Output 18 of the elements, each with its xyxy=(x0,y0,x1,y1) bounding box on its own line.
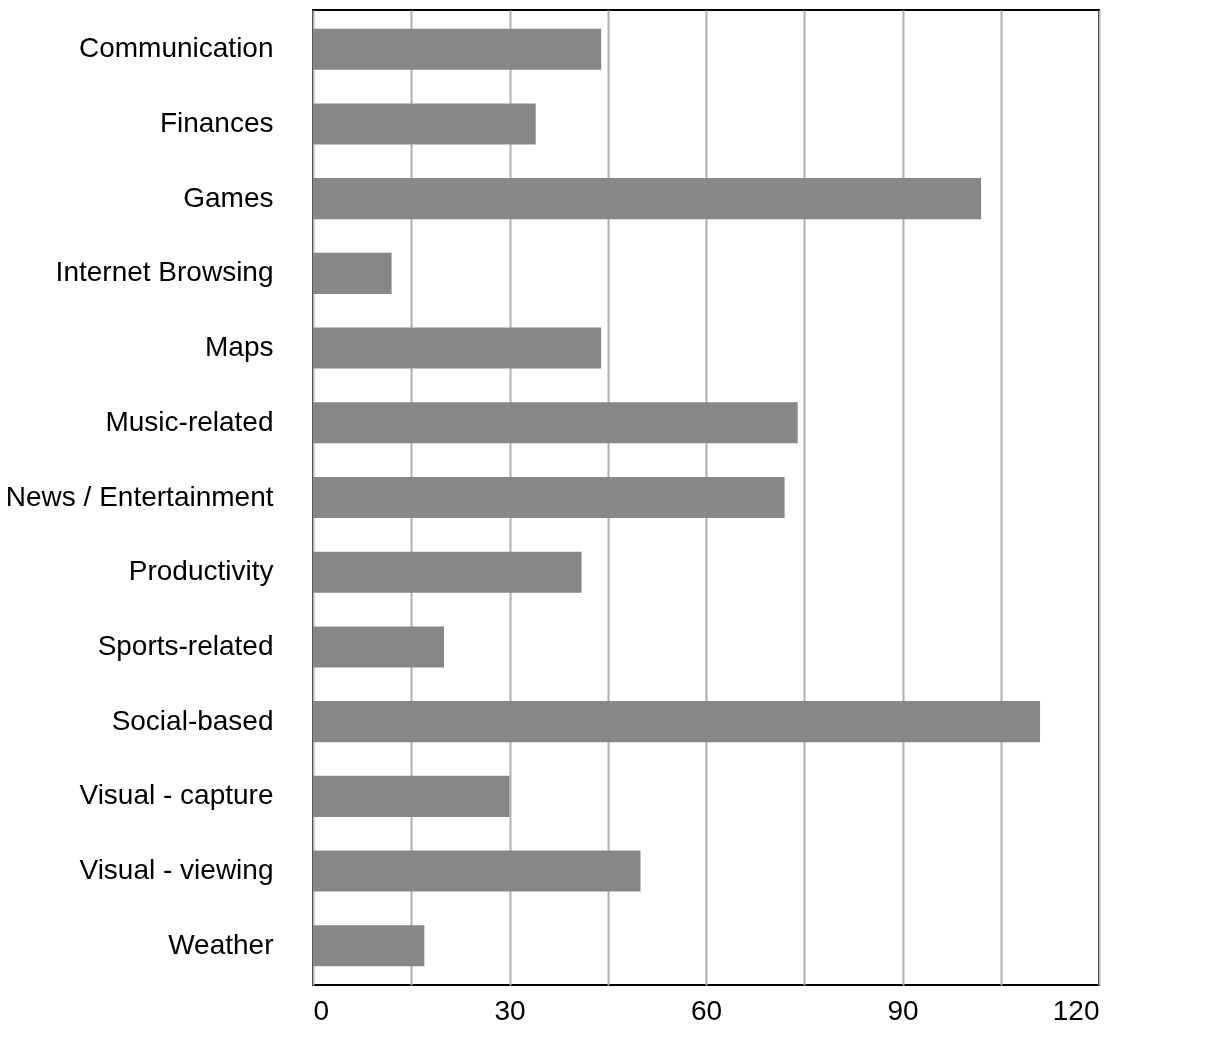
y-tick-label: Music-related xyxy=(105,405,274,437)
y-tick-label: Communication xyxy=(78,32,274,64)
y-tick-label: Internet Browsing xyxy=(55,256,274,288)
x-tick-label: 30 xyxy=(494,994,526,1026)
x-tick-label: 0 xyxy=(313,994,330,1026)
y-tick-label: Weather xyxy=(168,928,274,960)
y-tick-label: Visual - capture xyxy=(79,779,274,811)
y-tick-label: Games xyxy=(183,181,274,213)
y-tick-label: Productivity xyxy=(128,555,274,587)
x-tick-label: 90 xyxy=(887,994,919,1026)
y-tick-label: Maps xyxy=(205,331,274,363)
y-tick-label: Social-based xyxy=(111,704,274,736)
y-tick-label: Finances xyxy=(159,106,274,138)
x-tick-label: 60 xyxy=(690,994,723,1026)
x-tick-label: 120 xyxy=(1052,994,1100,1026)
y-tick-label: News / Entertainment xyxy=(5,480,274,512)
y-tick-label: Sports-related xyxy=(97,629,274,661)
y-tick-label: Visual - viewing xyxy=(79,854,274,886)
